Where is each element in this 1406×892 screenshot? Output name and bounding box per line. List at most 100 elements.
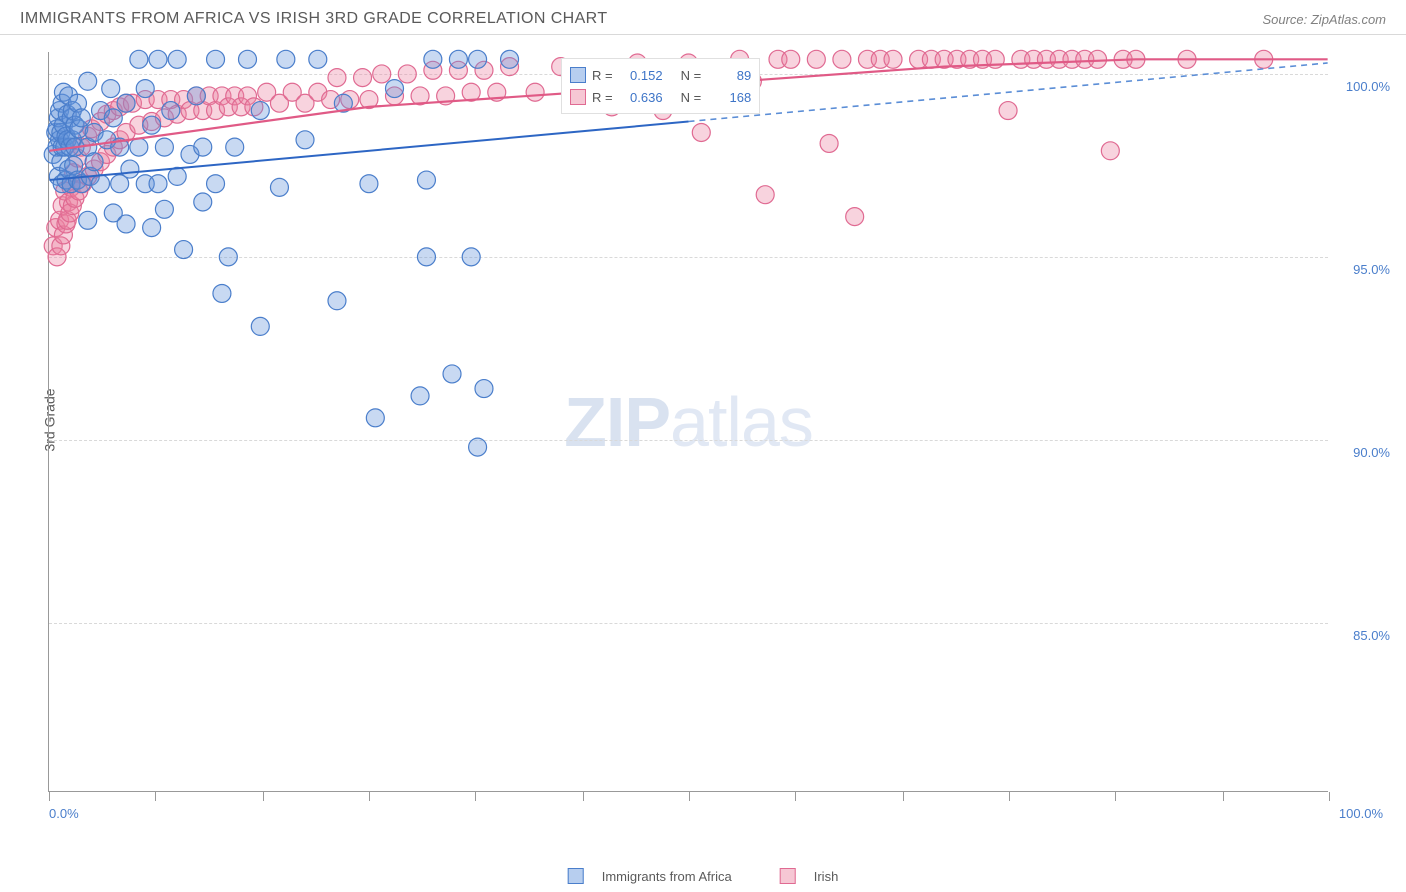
x-tick: [155, 792, 156, 801]
scatter-point: [104, 109, 122, 127]
r-value-2: 0.636: [619, 90, 663, 105]
scatter-point: [130, 50, 148, 68]
x-tick: [263, 792, 264, 801]
scatter-point: [833, 50, 851, 68]
scatter-point: [79, 211, 97, 229]
scatter-point: [72, 109, 90, 127]
scatter-point: [398, 65, 416, 83]
x-tick: [49, 792, 50, 801]
scatter-point: [143, 116, 161, 134]
scatter-point: [884, 50, 902, 68]
n-label-1: N =: [681, 68, 702, 83]
scatter-point: [194, 138, 212, 156]
scatter-point: [366, 409, 384, 427]
x-tick: [369, 792, 370, 801]
scatter-point: [102, 80, 120, 98]
scatter-point: [373, 65, 391, 83]
x-tick: [1223, 792, 1224, 801]
x-tick: [795, 792, 796, 801]
scatter-point: [417, 171, 435, 189]
scatter-point: [149, 175, 167, 193]
scatter-point: [411, 387, 429, 405]
y-tick-label: 90.0%: [1353, 445, 1390, 460]
scatter-point: [121, 160, 139, 178]
r-label-2: R =: [592, 90, 613, 105]
x-tick-label: 0.0%: [49, 806, 79, 821]
scatter-point: [354, 69, 372, 87]
scatter-point: [155, 200, 173, 218]
scatter-point: [1089, 50, 1107, 68]
scatter-point: [469, 438, 487, 456]
chart-plot-area: ZIPatlas R = 0.152 N = 89 R = 0.636 N = …: [48, 52, 1328, 792]
scatter-point: [207, 175, 225, 193]
scatter-point: [175, 241, 193, 259]
scatter-point: [117, 94, 135, 112]
scatter-point: [251, 102, 269, 120]
scatter-point: [756, 186, 774, 204]
scatter-point: [296, 131, 314, 149]
scatter-point: [194, 193, 212, 211]
swatch-red-icon: [570, 89, 586, 105]
x-tick: [689, 792, 690, 801]
scatter-point: [187, 87, 205, 105]
scatter-point: [424, 50, 442, 68]
n-value-2: 168: [707, 90, 751, 105]
scatter-point: [443, 365, 461, 383]
x-tick: [903, 792, 904, 801]
scatter-point: [85, 153, 103, 171]
scatter-point: [277, 50, 295, 68]
x-tick: [475, 792, 476, 801]
scatter-point: [270, 178, 288, 196]
r-label-1: R =: [592, 68, 613, 83]
series-legend: Immigrants from Africa Irish: [568, 868, 839, 884]
scatter-point: [136, 80, 154, 98]
scatter-svg: [49, 52, 1328, 791]
scatter-point: [207, 50, 225, 68]
legend-swatch-red-icon: [780, 868, 796, 884]
x-tick: [1115, 792, 1116, 801]
scatter-point: [820, 134, 838, 152]
scatter-point: [226, 138, 244, 156]
stats-legend: R = 0.152 N = 89 R = 0.636 N = 168: [561, 58, 760, 114]
r-value-1: 0.152: [619, 68, 663, 83]
scatter-point: [168, 167, 186, 185]
scatter-point: [219, 248, 237, 266]
source-attribution: Source: ZipAtlas.com: [1262, 12, 1386, 27]
y-tick-label: 85.0%: [1353, 628, 1390, 643]
scatter-point: [360, 175, 378, 193]
scatter-point: [239, 50, 257, 68]
legend-label-1: Immigrants from Africa: [602, 869, 732, 884]
scatter-point: [846, 208, 864, 226]
scatter-point: [168, 50, 186, 68]
scatter-point: [692, 123, 710, 141]
legend-swatch-blue-icon: [568, 868, 584, 884]
x-tick-label: 100.0%: [1339, 806, 1383, 821]
y-tick-label: 95.0%: [1353, 262, 1390, 277]
scatter-point: [462, 248, 480, 266]
scatter-point: [92, 175, 110, 193]
scatter-point: [449, 50, 467, 68]
y-tick-label: 100.0%: [1346, 79, 1390, 94]
scatter-point: [117, 215, 135, 233]
scatter-point: [501, 50, 519, 68]
scatter-point: [143, 219, 161, 237]
legend-label-2: Irish: [814, 869, 839, 884]
scatter-point: [328, 292, 346, 310]
scatter-point: [1101, 142, 1119, 160]
scatter-point: [417, 248, 435, 266]
x-tick: [1009, 792, 1010, 801]
legend-row-series2: R = 0.636 N = 168: [570, 86, 751, 108]
scatter-point: [999, 102, 1017, 120]
scatter-point: [386, 80, 404, 98]
x-tick: [1329, 792, 1330, 801]
scatter-point: [251, 317, 269, 335]
scatter-point: [328, 69, 346, 87]
n-value-1: 89: [707, 68, 751, 83]
scatter-point: [162, 102, 180, 120]
scatter-point: [782, 50, 800, 68]
scatter-point: [213, 284, 231, 302]
legend-row-series1: R = 0.152 N = 89: [570, 64, 751, 86]
scatter-point: [526, 83, 544, 101]
scatter-point: [155, 138, 173, 156]
scatter-point: [130, 138, 148, 156]
